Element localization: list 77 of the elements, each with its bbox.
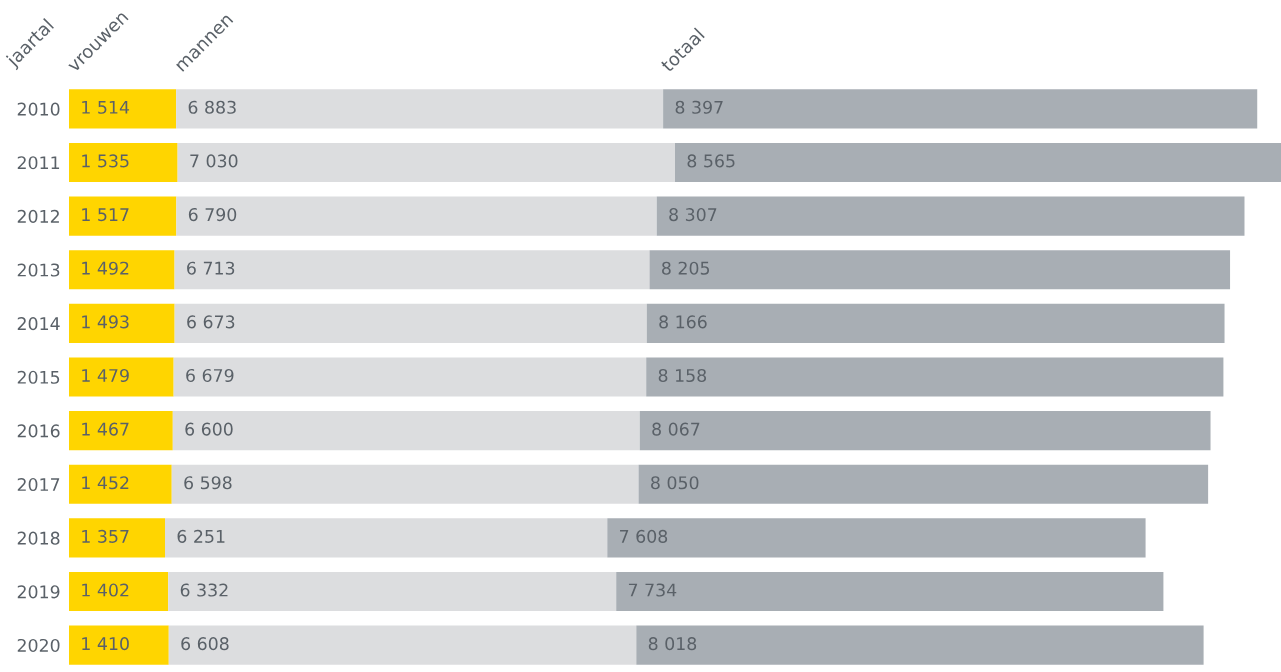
bar — [649, 250, 1231, 290]
y-tick-label: 2016 — [17, 424, 60, 438]
bar — [646, 303, 1225, 343]
bar — [168, 625, 637, 665]
y-tick-label: 2019 — [17, 585, 60, 599]
data-label: 1 410 — [82, 637, 129, 651]
y-tick-label: 2014 — [17, 317, 60, 331]
data-label: 6 713 — [187, 261, 235, 275]
bar — [69, 250, 175, 290]
data-label: 6 679 — [186, 368, 234, 383]
data-label: 1 452 — [82, 476, 129, 490]
bar — [607, 518, 1146, 558]
data-label: 6 600 — [185, 422, 233, 436]
bar — [69, 303, 175, 343]
bar — [165, 518, 608, 558]
data-label: 8 158 — [658, 368, 707, 383]
bar — [69, 196, 177, 236]
data-label: 1 535 — [82, 154, 129, 168]
y-tick-label: 2015 — [17, 370, 60, 384]
bar — [638, 464, 1209, 504]
bar — [176, 196, 657, 236]
bar — [174, 250, 650, 290]
bar — [675, 142, 1281, 183]
data-label: 8 205 — [662, 261, 710, 275]
data-label: 8 397 — [675, 100, 723, 114]
y-tick-label: 2013 — [17, 263, 60, 277]
bar — [69, 142, 178, 183]
bar — [69, 625, 169, 665]
data-label: 8 565 — [687, 154, 735, 168]
data-label: 8 067 — [652, 422, 700, 436]
bar — [172, 411, 640, 451]
data-label: 8 018 — [648, 637, 697, 651]
bar — [646, 357, 1224, 397]
bar — [177, 142, 675, 183]
bar — [173, 357, 647, 397]
data-label: 8 050 — [651, 476, 699, 490]
data-label: 1 357 — [82, 529, 129, 543]
data-label: 1 514 — [82, 100, 130, 114]
bar — [636, 625, 1204, 665]
y-tick-label: 2010 — [17, 102, 60, 116]
data-label: 7 030 — [190, 154, 238, 168]
bar — [69, 89, 177, 129]
data-label: 7 734 — [628, 583, 677, 597]
data-label: 6 883 — [188, 100, 236, 114]
data-label: 6 790 — [188, 208, 237, 222]
data-label: 6 673 — [187, 315, 235, 329]
bar — [639, 411, 1211, 451]
bar — [616, 571, 1164, 612]
y-tick-label: 2012 — [17, 209, 59, 223]
bar — [171, 464, 639, 504]
y-tick-label: 2017 — [17, 477, 60, 492]
data-label: 7 608 — [620, 529, 668, 543]
bar — [656, 196, 1245, 236]
bar — [69, 464, 172, 504]
bar — [69, 357, 174, 397]
data-label: 1 479 — [82, 368, 129, 383]
data-label: 1 467 — [82, 422, 129, 436]
bar — [69, 411, 173, 451]
data-label: 6 251 — [177, 529, 225, 543]
data-label: 6 598 — [184, 476, 232, 490]
bar — [69, 518, 166, 558]
data-label: 1 493 — [82, 315, 129, 329]
bar — [168, 571, 617, 612]
bar — [174, 303, 647, 343]
data-label: 6 332 — [180, 583, 228, 597]
data-label: 8 307 — [669, 208, 717, 222]
bar — [69, 571, 169, 612]
bar — [663, 89, 1258, 129]
data-label: 6 608 — [181, 637, 229, 651]
data-label: 8 166 — [659, 315, 707, 329]
data-label: 1 402 — [82, 583, 129, 597]
y-tick-label: 2018 — [17, 531, 60, 545]
data-label: 1 492 — [82, 261, 129, 275]
y-tick-label: 2020 — [17, 638, 60, 653]
data-label: 1 517 — [82, 208, 129, 222]
y-tick-label: 2011 — [17, 156, 60, 170]
bar — [176, 89, 664, 129]
